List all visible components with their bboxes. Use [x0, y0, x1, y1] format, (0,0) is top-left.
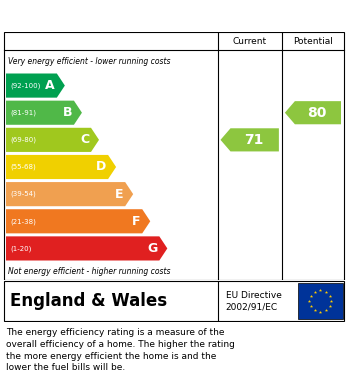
Text: 2002/91/EC: 2002/91/EC	[226, 303, 278, 312]
Text: (92-100): (92-100)	[10, 83, 40, 89]
Text: (55-68): (55-68)	[10, 164, 36, 170]
Text: C: C	[80, 133, 89, 146]
Text: The energy efficiency rating is a measure of the
overall efficiency of a home. T: The energy efficiency rating is a measur…	[6, 328, 235, 372]
Text: (21-38): (21-38)	[10, 218, 36, 224]
Polygon shape	[6, 209, 150, 233]
Polygon shape	[6, 155, 116, 179]
Polygon shape	[285, 101, 341, 124]
Bar	[298, 283, 343, 319]
Polygon shape	[6, 100, 82, 125]
Text: 80: 80	[307, 106, 327, 120]
Polygon shape	[6, 236, 167, 260]
Text: Current: Current	[232, 36, 267, 45]
Polygon shape	[6, 128, 99, 152]
Text: England & Wales: England & Wales	[10, 292, 167, 310]
Text: G: G	[147, 242, 157, 255]
Text: Energy Efficiency Rating: Energy Efficiency Rating	[8, 9, 218, 23]
Text: EU Directive: EU Directive	[226, 291, 282, 300]
Text: Very energy efficient - lower running costs: Very energy efficient - lower running co…	[8, 57, 171, 66]
Text: (1-20): (1-20)	[10, 245, 31, 252]
Text: D: D	[96, 160, 106, 174]
Text: F: F	[132, 215, 140, 228]
Text: B: B	[62, 106, 72, 119]
Polygon shape	[6, 182, 133, 206]
Text: Potential: Potential	[293, 36, 333, 45]
Text: 71: 71	[244, 133, 263, 147]
Text: (39-54): (39-54)	[10, 191, 36, 197]
Text: E: E	[115, 188, 123, 201]
Polygon shape	[221, 128, 279, 151]
Text: Not energy efficient - higher running costs: Not energy efficient - higher running co…	[8, 267, 171, 276]
Text: (81-91): (81-91)	[10, 109, 36, 116]
Text: (69-80): (69-80)	[10, 136, 36, 143]
Text: A: A	[45, 79, 55, 92]
Polygon shape	[6, 74, 65, 98]
